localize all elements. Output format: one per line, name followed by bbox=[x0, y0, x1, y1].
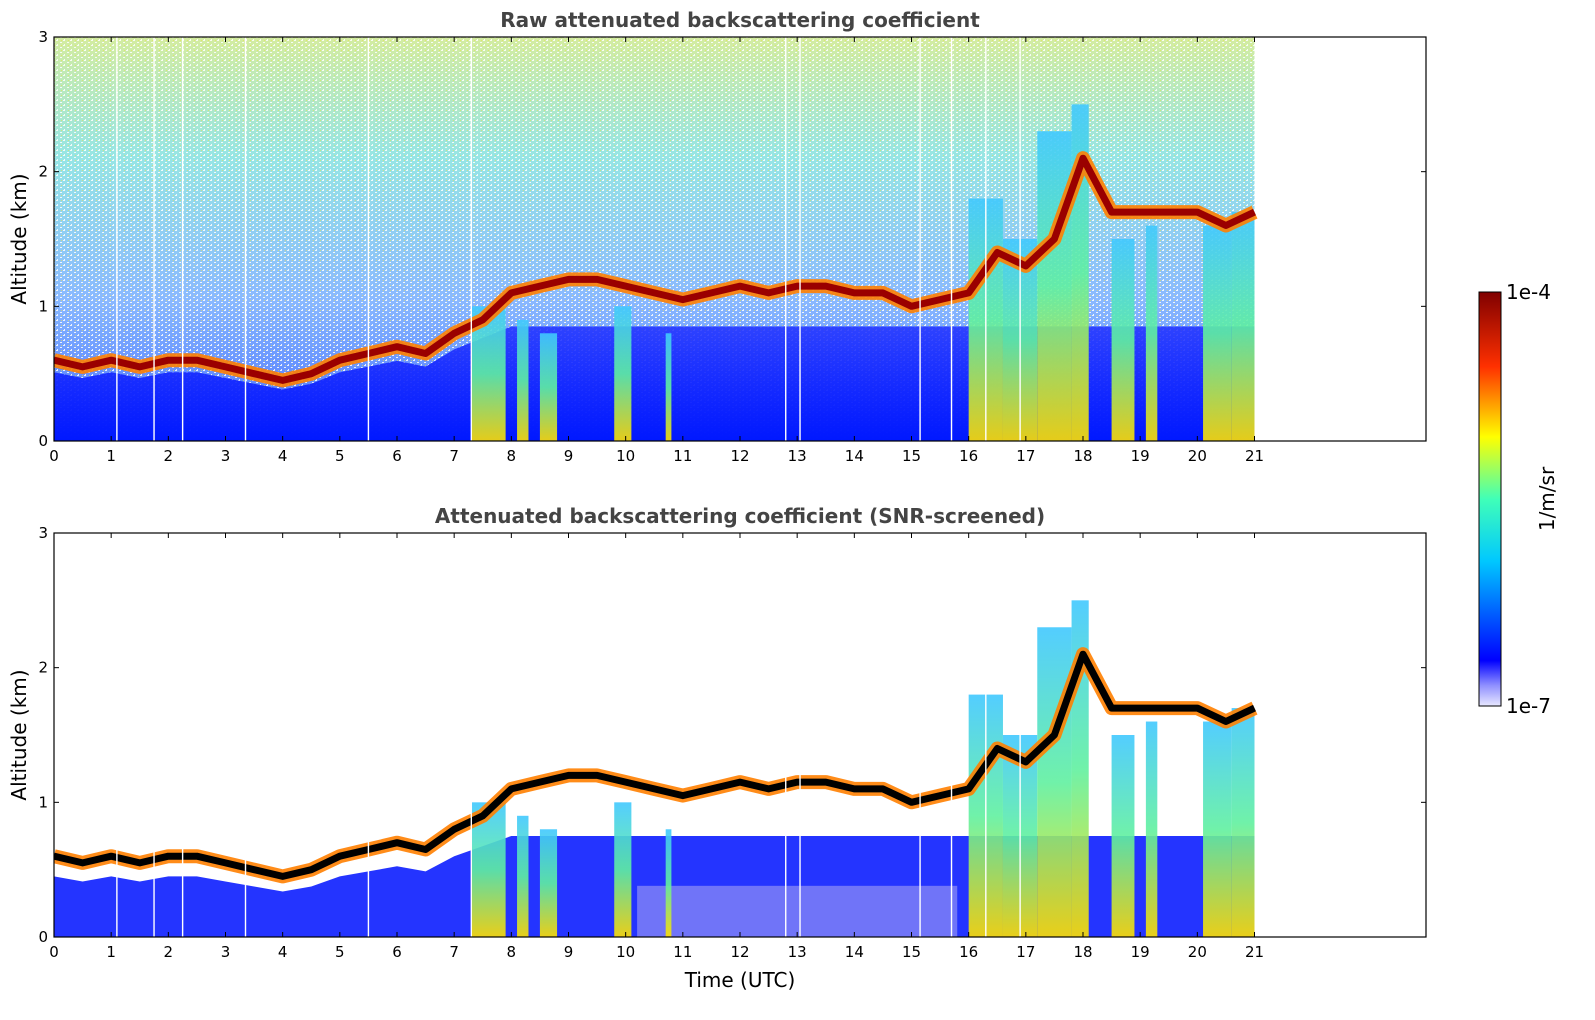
x-tick-label: 19 bbox=[1131, 447, 1150, 465]
x-tick-label: 13 bbox=[788, 447, 807, 465]
ylabel-raw: Altitude (km) bbox=[7, 173, 31, 304]
x-tick-label: 1 bbox=[106, 943, 116, 961]
aerosol-plume bbox=[1111, 735, 1135, 937]
panel-screened: Attenuated backscattering coefficient (S… bbox=[7, 504, 1427, 992]
aerosol-plume bbox=[517, 815, 529, 937]
aerosol-plume bbox=[1231, 212, 1255, 441]
x-tick-label: 12 bbox=[730, 447, 749, 465]
x-axis-raw: 0 1 2 3 4 5 6 7 8 9 10 11 12 13 14 15 16 17 18 19 20 21 bbox=[49, 37, 1264, 465]
x-tick-label: 1 bbox=[106, 447, 116, 465]
aerosol-plume bbox=[614, 802, 632, 937]
x-tick-label: 17 bbox=[1016, 943, 1035, 961]
x-tick-label: 11 bbox=[673, 943, 692, 961]
x-tick-label: 9 bbox=[564, 943, 574, 961]
panel-raw: Raw attenuated backscattering coefficien… bbox=[7, 8, 1427, 465]
title-raw: Raw attenuated backscattering coefficien… bbox=[500, 8, 980, 32]
x-tick-label: 7 bbox=[449, 943, 459, 961]
x-tick-label: 21 bbox=[1245, 447, 1264, 465]
y-tick-label: 3 bbox=[38, 524, 48, 542]
colorbar-min-label: 1e-7 bbox=[1506, 694, 1551, 718]
x-tick-label: 21 bbox=[1245, 943, 1264, 961]
x-tick-label: 11 bbox=[673, 447, 692, 465]
y-tick-label: 2 bbox=[38, 659, 48, 677]
y-tick-label: 1 bbox=[38, 297, 48, 315]
aerosol-plume bbox=[614, 306, 632, 441]
x-tick-label: 15 bbox=[902, 447, 921, 465]
colorbar: 1e-4 1e-7 1/m/sr bbox=[1478, 280, 1559, 718]
boundary-layer-region bbox=[54, 326, 1255, 441]
y-tick-label: 1 bbox=[38, 793, 48, 811]
aerosol-plume bbox=[539, 829, 558, 937]
y-tick-label: 0 bbox=[38, 432, 48, 450]
aerosol-plume bbox=[1203, 721, 1232, 937]
aerosol-plume bbox=[1037, 131, 1072, 441]
x-tick-label: 7 bbox=[449, 447, 459, 465]
cloud-layer-core bbox=[54, 650, 1256, 880]
aerosol-plume bbox=[517, 319, 529, 441]
aerosol-plume bbox=[1203, 225, 1232, 441]
x-tick-label: 10 bbox=[616, 943, 635, 961]
x-tick-label: 17 bbox=[1016, 447, 1035, 465]
x-tick-label: 14 bbox=[845, 447, 864, 465]
x-tick-label: 4 bbox=[278, 447, 288, 465]
aerosol-plume bbox=[665, 829, 672, 937]
x-tick-label: 0 bbox=[49, 447, 59, 465]
aerosol-plume bbox=[1145, 721, 1158, 937]
ylabel-screened: Altitude (km) bbox=[7, 669, 31, 800]
colorbar-gradient bbox=[1478, 291, 1502, 707]
aerosol-plume bbox=[1037, 627, 1072, 937]
y-tick-label: 2 bbox=[38, 163, 48, 181]
aerosol-plume bbox=[665, 333, 672, 441]
y-axis-raw: 0 1 2 3 bbox=[38, 28, 1426, 450]
y-tick-label: 0 bbox=[38, 928, 48, 946]
heatmap-screened bbox=[54, 533, 1258, 937]
x-tick-label: 3 bbox=[221, 943, 231, 961]
heatmap-raw bbox=[54, 37, 1258, 441]
x-tick-label: 8 bbox=[507, 447, 517, 465]
y-tick-label: 3 bbox=[38, 28, 48, 46]
aerosol-plume bbox=[1231, 708, 1255, 937]
x-tick-label: 4 bbox=[278, 943, 288, 961]
x-tick-label: 13 bbox=[788, 943, 807, 961]
x-tick-label: 20 bbox=[1188, 447, 1207, 465]
colorbar-unit-label: 1/m/sr bbox=[1535, 466, 1559, 531]
y-axis-screened: 0 1 2 3 bbox=[38, 524, 1426, 946]
x-tick-label: 6 bbox=[392, 943, 402, 961]
x-tick-label: 2 bbox=[164, 447, 174, 465]
aerosol-plume bbox=[1145, 225, 1158, 441]
x-axis-screened: 0 1 2 3 4 5 6 7 8 9 10 11 12 13 14 15 16 17 18 19 20 21 bbox=[49, 533, 1264, 961]
x-tick-label: 10 bbox=[616, 447, 635, 465]
x-tick-label: 15 bbox=[902, 943, 921, 961]
pale-surface-band bbox=[637, 885, 958, 937]
x-tick-label: 19 bbox=[1131, 943, 1150, 961]
x-tick-label: 14 bbox=[845, 943, 864, 961]
colorbar-max-label: 1e-4 bbox=[1506, 280, 1551, 304]
x-tick-label: 16 bbox=[959, 447, 978, 465]
aerosol-plume bbox=[1111, 239, 1135, 441]
x-tick-label: 9 bbox=[564, 447, 574, 465]
x-tick-label: 3 bbox=[221, 447, 231, 465]
aerosol-plume bbox=[539, 333, 558, 441]
x-tick-label: 12 bbox=[730, 943, 749, 961]
x-tick-label: 5 bbox=[335, 447, 345, 465]
cloud-layer-core bbox=[54, 154, 1256, 384]
x-tick-label: 0 bbox=[49, 943, 59, 961]
x-tick-label: 5 bbox=[335, 943, 345, 961]
x-tick-label: 16 bbox=[959, 943, 978, 961]
x-tick-label: 18 bbox=[1073, 447, 1092, 465]
xlabel-time: Time (UTC) bbox=[684, 968, 796, 992]
x-tick-label: 18 bbox=[1073, 943, 1092, 961]
title-screened: Attenuated backscattering coefficient (S… bbox=[435, 504, 1045, 528]
x-tick-label: 2 bbox=[164, 943, 174, 961]
x-tick-label: 8 bbox=[507, 943, 517, 961]
x-tick-label: 20 bbox=[1188, 943, 1207, 961]
x-tick-label: 6 bbox=[392, 447, 402, 465]
